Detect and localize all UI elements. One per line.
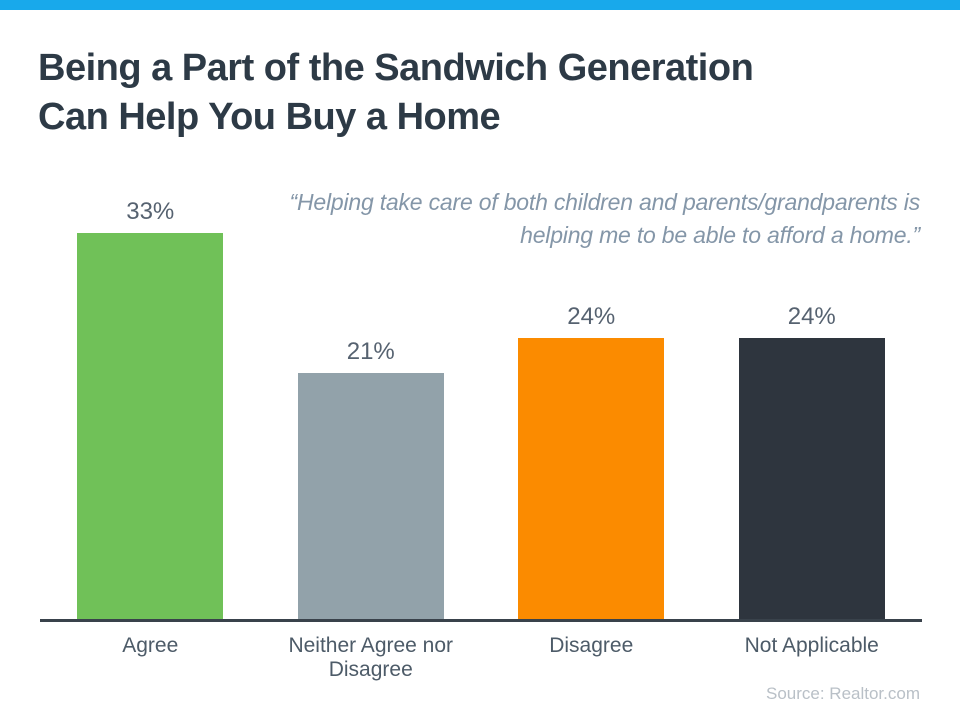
x-axis-line [40, 619, 922, 622]
quote-line-1: “Helping take care of both children and … [289, 189, 920, 215]
bar-value-label: 33% [126, 198, 175, 225]
bar-column-not-applicable: 24% [702, 303, 923, 619]
quote-line-2: helping me to be able to afford a home.” [520, 222, 920, 248]
bar-disagree [518, 338, 665, 619]
category-label-neither-agree-nor-disagree: Neither Agree nor Disagree [288, 634, 454, 681]
bar-neither-agree-nor-disagree [297, 373, 444, 619]
category-label-agree: Agree [122, 634, 179, 657]
page-title-line-2: Can Help You Buy a Home [38, 96, 501, 138]
plot-area: 33% 21% 24% 24% [40, 180, 922, 619]
bar-column-agree: 33% [40, 198, 261, 619]
x-axis-labels: Agree Neither Agree nor Disagree Disagree N… [40, 634, 922, 682]
bar-column-disagree: 24% [481, 303, 702, 619]
bar-column-neither-agree-nor-disagree: 21% [261, 338, 482, 619]
bar-value-label: 21% [346, 338, 395, 365]
bar-value-label: 24% [787, 303, 836, 330]
bar-agree [77, 233, 224, 619]
page-title-line-1: Being a Part of the Sandwich Generation [38, 47, 754, 89]
top-accent-bar [0, 0, 960, 10]
bar-chart: 33% 21% 24% 24% Agree Neither Agree nor Disa… [40, 180, 922, 682]
bar-not-applicable [738, 338, 885, 619]
page-title: Being a Part of the Sandwich Generation … [38, 44, 754, 142]
bar-value-label: 24% [567, 303, 616, 330]
source-attribution: Source: Realtor.com [765, 684, 920, 703]
quote-text: “Helping take care of both children and … [220, 186, 920, 252]
category-label-not-applicable: Not Applicable [744, 634, 879, 657]
category-label-disagree: Disagree [549, 634, 634, 657]
